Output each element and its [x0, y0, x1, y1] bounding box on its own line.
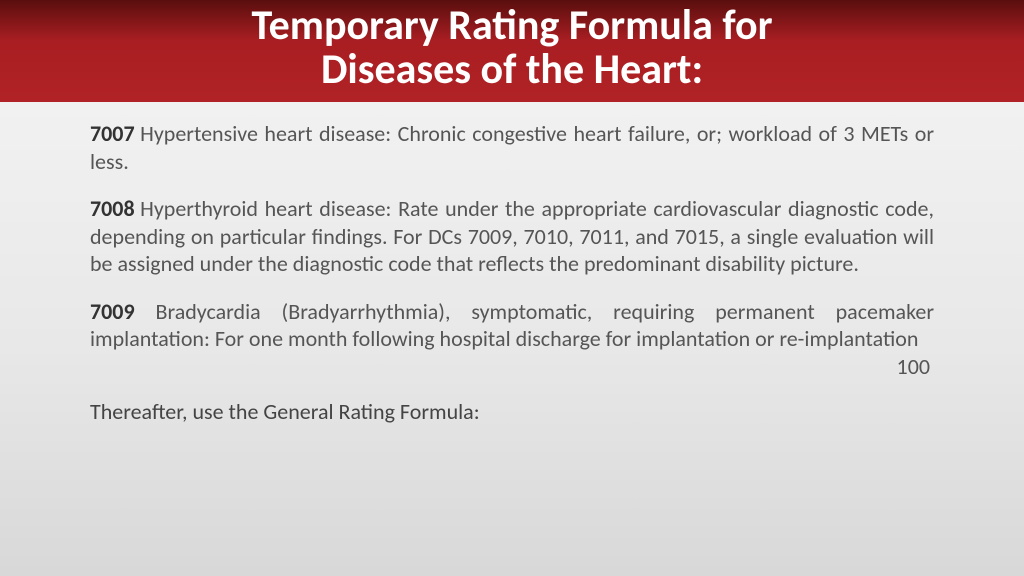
entry-7009: 7009 Bradycardia (Bradyarrhythmia), symp…: [90, 298, 934, 353]
title-line-2: Diseases of the Heart:: [20, 48, 1004, 92]
slide-header: Temporary Rating Formula for Diseases of…: [0, 0, 1024, 102]
code-7008: 7008: [90, 195, 135, 222]
footer-line: Thereafter, use the General Rating Formu…: [90, 398, 934, 426]
rating-value: 100: [90, 353, 934, 381]
entry-7007: 7007 Hypertensive heart disease: Chronic…: [90, 120, 934, 175]
slide-body: 7007 Hypertensive heart disease: Chronic…: [0, 102, 1024, 436]
title-line-1: Temporary Rating Formula for: [20, 4, 1004, 48]
label-7007: Hypertensive heart disease:: [140, 120, 391, 147]
text-7009: For one month following hospital dischar…: [215, 325, 919, 352]
code-7009: 7009: [90, 298, 135, 325]
code-7007: 7007: [90, 120, 135, 147]
entry-7008: 7008 Hyperthyroid heart disease: Rate un…: [90, 195, 934, 278]
slide: Temporary Rating Formula for Diseases of…: [0, 0, 1024, 576]
label-7008: Hyperthyroid heart disease:: [140, 195, 391, 222]
